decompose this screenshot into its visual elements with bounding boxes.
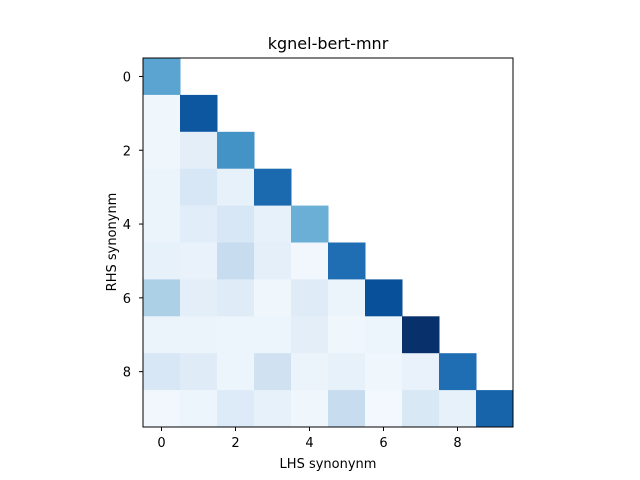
y-tick-label: 8 (123, 366, 131, 381)
heatmap-cell-0-0 (143, 58, 181, 96)
y-tick-label: 2 (123, 144, 131, 159)
heatmap-cell-9-2 (217, 390, 255, 428)
heatmap-cell-7-1 (180, 316, 218, 354)
heatmap-cell-5-4 (291, 242, 329, 280)
heatmap-cell-2-0 (143, 131, 181, 170)
heatmap-cell-5-3 (254, 242, 292, 280)
heatmap-cell-6-4 (291, 279, 329, 317)
heatmap-cell-6-2 (217, 279, 255, 317)
heatmap-cell-7-4 (291, 316, 329, 354)
heatmap-cell-9-8 (439, 390, 477, 428)
y-tick-label: 4 (123, 218, 131, 233)
x-tick-label: 2 (231, 436, 239, 451)
heatmap-cell-9-7 (402, 390, 440, 428)
heatmap-cell-3-0 (143, 168, 181, 207)
heatmap-cell-8-8 (439, 353, 477, 391)
heatmap-cell-7-6 (365, 316, 403, 354)
heatmap-cell-3-3 (254, 168, 292, 207)
heatmap-cell-8-1 (180, 353, 218, 391)
heatmap-cell-9-3 (254, 390, 292, 428)
heatmap-cell-1-1 (180, 94, 218, 133)
heatmap-cells (143, 58, 514, 428)
heatmap-cell-7-2 (217, 316, 255, 354)
heatmap-cell-7-3 (254, 316, 292, 354)
x-axis-label: LHS synonynm (280, 457, 377, 472)
y-tick-label: 0 (123, 70, 131, 85)
heatmap-cell-4-1 (180, 205, 218, 243)
heatmap-cell-5-2 (217, 242, 255, 280)
plot-frame (142, 57, 514, 428)
x-tick-label: 0 (157, 436, 165, 451)
y-axis-label: RHS synonynm (105, 193, 120, 292)
heatmap-cell-2-1 (180, 131, 218, 170)
heatmap-cell-8-4 (291, 353, 329, 391)
heatmap-cell-8-6 (365, 353, 403, 391)
x-tick-label: 4 (305, 436, 313, 451)
heatmap-cell-5-1 (180, 242, 218, 280)
heatmap-cell-6-0 (143, 279, 181, 317)
heatmap-cell-4-0 (143, 205, 181, 243)
heatmap-cell-6-5 (328, 279, 366, 317)
heatmap-cell-8-7 (402, 353, 440, 391)
heatmap-cell-4-4 (291, 205, 329, 243)
heatmap-cell-5-5 (328, 242, 366, 280)
heatmap-cell-7-5 (328, 316, 366, 354)
heatmap-cell-9-0 (143, 390, 181, 428)
heatmap-cell-8-0 (143, 353, 181, 391)
heatmap-cell-3-1 (180, 168, 218, 207)
heatmap-cell-9-6 (365, 390, 403, 428)
heatmap-cell-4-3 (254, 205, 292, 243)
heatmap-cell-5-0 (143, 242, 181, 280)
heatmap-cell-9-9 (476, 390, 514, 428)
heatmap-cell-6-1 (180, 279, 218, 317)
y-axis-ticks: 0 2 4 6 8 (123, 70, 143, 381)
x-axis-ticks: 0 2 4 6 8 (157, 427, 462, 451)
heatmap-cell-8-3 (254, 353, 292, 391)
heatmap-cell-3-2 (217, 168, 255, 207)
heatmap-cell-2-2 (217, 131, 255, 170)
x-tick-label: 6 (379, 436, 387, 451)
y-tick-label: 6 (123, 292, 131, 307)
heatmap-cell-4-2 (217, 205, 255, 243)
heatmap-cell-6-6 (365, 279, 403, 317)
heatmap-cell-9-5 (328, 390, 366, 428)
heatmap-cell-7-0 (143, 316, 181, 354)
heatmap-cell-7-7 (402, 316, 440, 354)
chart-title: kgnel-bert-mnr (268, 34, 389, 53)
heatmap-cell-6-3 (254, 279, 292, 317)
x-tick-label: 8 (453, 436, 461, 451)
heatmap-cell-8-2 (217, 353, 255, 391)
heatmap-cell-9-1 (180, 390, 218, 428)
heatmap-cell-8-5 (328, 353, 366, 391)
heatmap-cell-1-0 (143, 94, 181, 133)
heatmap-cell-9-4 (291, 390, 329, 428)
